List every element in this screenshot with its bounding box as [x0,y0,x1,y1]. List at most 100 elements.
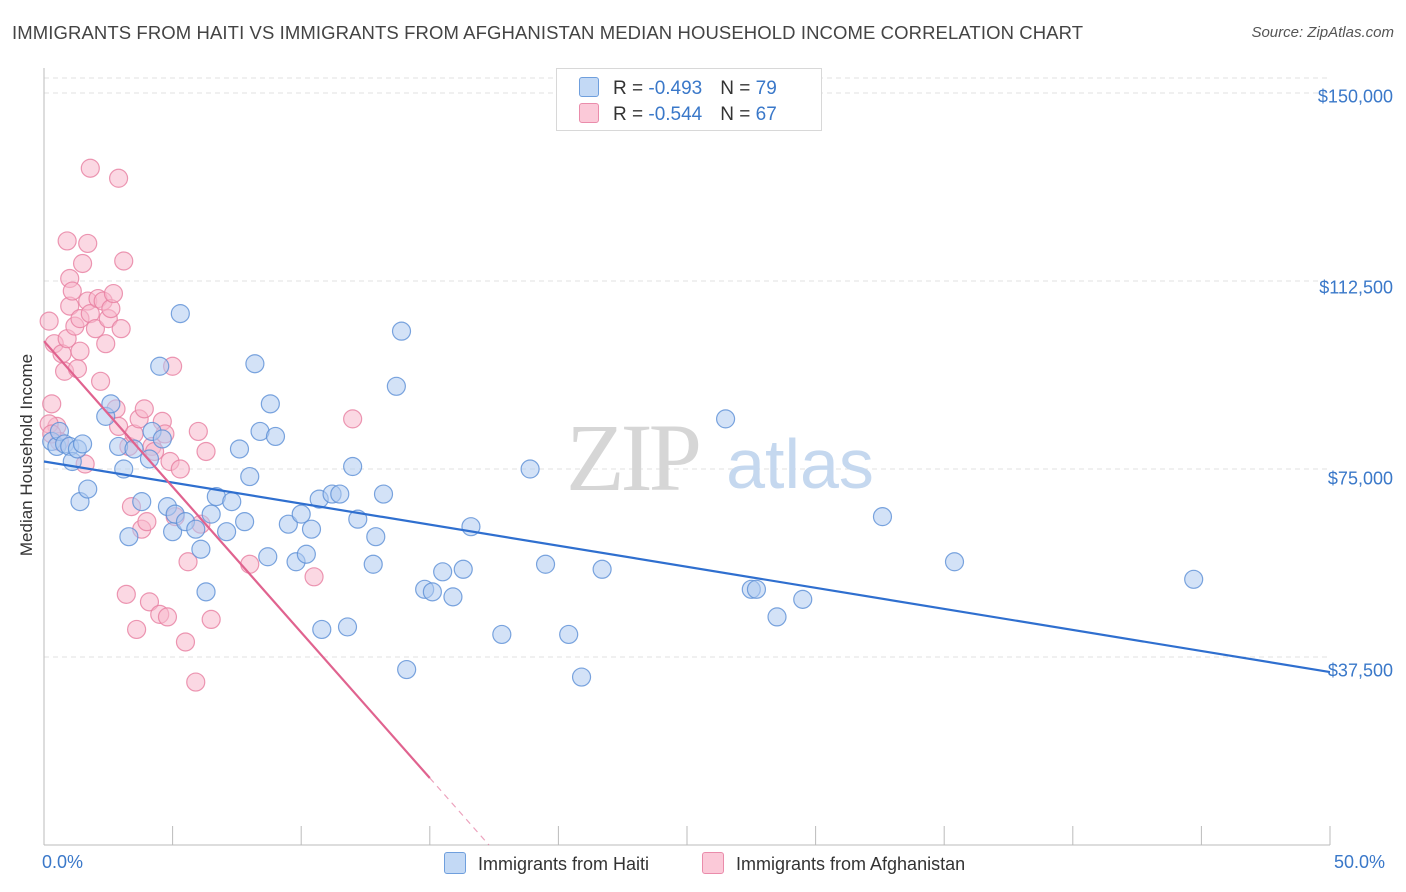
afghanistan-point [72,253,93,274]
haiti-point [170,304,190,324]
legend-swatch-afghanistan [579,103,599,123]
haiti-point [559,624,579,645]
haiti-point [492,624,512,645]
afghanistan-point [304,567,324,587]
haiti-point [296,544,316,564]
haiti-point [422,582,442,602]
haiti-point [72,434,93,454]
afghanistan-point [178,552,198,572]
legend-r-label: R = [613,78,649,99]
legend-row-afghanistan: R = -0.544 N = 67 [579,103,777,125]
y-tick-label: $37,500 [1327,660,1393,681]
haiti-point [152,429,172,449]
trend-lines [43,340,1331,846]
haiti-point [201,504,221,524]
afghanistan-point [57,231,77,251]
afghanistan-point [111,319,131,339]
haiti-point [301,519,322,539]
bottom-legend-afghanistan: Immigrants from Afghanistan [702,852,965,875]
source-label: Source: ZipAtlas.com [1251,24,1394,41]
afghanistan-point [116,584,136,604]
haiti-point [373,484,394,504]
haiti-point [571,667,592,687]
afghanistan-points [39,158,363,692]
haiti-point [150,356,170,376]
watermark: ZIP atlas [566,404,874,511]
haiti-point [245,354,265,374]
haiti-points [42,304,1204,687]
chart-title: IMMIGRANTS FROM HAITI VS IMMIGRANTS FROM… [12,22,1084,43]
legend-box: R = -0.493 N = 79 R = -0.544 N = 67 [556,68,822,131]
afghanistan-point [90,371,111,391]
haiti-point [520,459,540,479]
afghanistan-point [126,619,147,640]
legend-n-value: 67 [755,104,777,125]
y-tick-label: $75,000 [1327,468,1393,489]
haiti-point [397,659,417,680]
legend-swatch-haiti [579,77,599,97]
haiti-point [386,376,406,396]
haiti-point [767,607,787,627]
y-tick-label: $150,000 [1317,86,1393,107]
afghanistan-point [196,441,216,462]
bottom-legend-swatch-haiti [444,852,466,874]
afghanistan-point [137,512,157,532]
legend-r-value: -0.493 [648,78,703,99]
haiti-point [191,539,211,559]
haiti-point [186,519,206,539]
bottom-legend-swatch-afghanistan [702,852,724,874]
haiti-point [258,547,278,567]
haiti-point [217,522,237,542]
afghanistan-point [78,233,98,254]
haiti-point [592,559,612,579]
afghanistan-point [157,607,178,627]
afghanistan-point [67,359,88,379]
watermark-zip: ZIP [566,404,699,511]
haiti-point [265,426,286,447]
x-tick-label-max: 50.0% [1334,852,1386,872]
haiti-point [119,527,139,547]
afghanistan-point [96,334,116,354]
haiti-point [391,321,412,341]
haiti-point [132,492,152,512]
bottom-legend-label-afghanistan: Immigrants from Afghanistan [736,854,966,874]
haiti-point [1184,569,1204,589]
legend-r-label: R = [613,104,649,125]
haiti-point [746,579,767,599]
haiti-point [715,409,736,429]
bottom-legend-label-haiti: Immigrants from Haiti [478,854,650,874]
haiti-point [240,466,260,487]
haiti-point [222,492,242,512]
haiti-trend-line [43,460,1331,674]
legend-n-value: 79 [755,78,777,99]
afghanistan-point [114,251,134,271]
watermark-atlas: atlas [726,425,874,503]
afghanistan-point [134,399,154,419]
afghanistan-point [80,158,100,178]
grid-lines [44,77,1330,658]
afghanistan-point [188,421,208,442]
haiti-point [260,394,280,414]
haiti-point [343,456,363,477]
afghanistan-point [108,168,129,188]
haiti-point [337,617,358,637]
afghanistan-point [201,609,221,630]
haiti-point [312,619,332,640]
y-tick-label: $112,500 [1319,277,1393,298]
haiti-point [363,554,383,574]
haiti-point [78,479,98,499]
haiti-point [124,439,144,459]
afghanistan-point [39,311,59,331]
haiti-point [196,582,216,602]
afghanistan-trend-line [43,340,431,779]
haiti-point [535,554,556,574]
afghanistan-point [175,632,196,652]
haiti-point [443,587,463,607]
afghanistan-point [62,281,82,301]
afghanistan-point [103,283,124,304]
haiti-point [872,507,893,527]
x-tick-label-min: 0.0% [42,852,84,872]
haiti-point [235,512,255,532]
haiti-point [101,394,121,414]
